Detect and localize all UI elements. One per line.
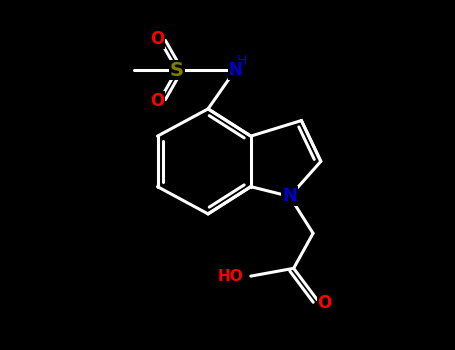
Text: N: N [282, 187, 297, 205]
Text: O: O [318, 294, 332, 312]
Text: O: O [150, 92, 165, 110]
Text: O: O [150, 30, 165, 48]
Text: N: N [228, 61, 242, 79]
Text: S: S [170, 61, 184, 79]
Text: H: H [237, 55, 248, 69]
Text: HO: HO [217, 268, 243, 284]
